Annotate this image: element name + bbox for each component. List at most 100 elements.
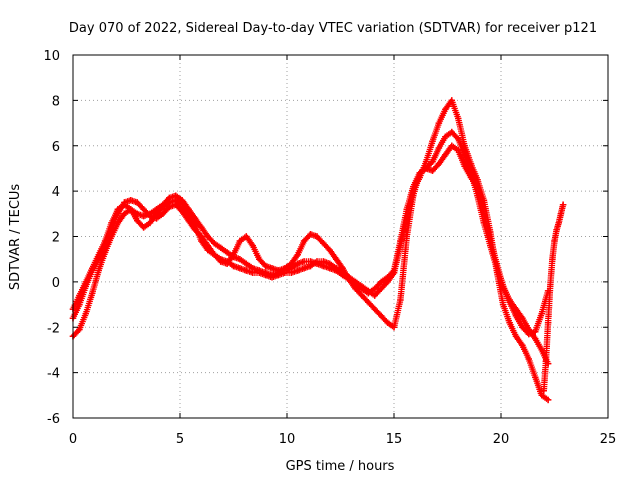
data-point [294,251,301,258]
data-point [397,242,404,249]
data-point [390,269,398,276]
data-point [236,237,244,245]
data-point [397,296,404,304]
data-point [429,138,436,145]
data-point [333,256,340,263]
data-point [134,199,141,206]
data-point [294,260,301,267]
data-point [134,217,141,224]
data-point [172,197,179,204]
x-tick-label: 5 [176,432,184,447]
data-point [281,269,289,276]
data-point [236,256,244,263]
data-point [114,206,122,213]
data-point [121,201,128,208]
series-trace [72,131,549,365]
data-point [555,219,562,227]
data-point [300,258,308,265]
data-point [474,176,481,183]
data-point [345,274,353,281]
data-point [262,271,269,279]
data-point [140,212,147,220]
data-point [532,335,539,342]
data-point [448,128,455,136]
data-point [108,219,115,227]
chart-title: Day 070 of 2022, Sidereal Day-to-day VTE… [69,21,597,36]
data-point [185,210,192,217]
data-point [217,256,224,263]
y-tick-label: 10 [43,49,60,64]
data-point [410,187,417,195]
series-track-b [69,142,552,338]
data-point [442,133,449,140]
data-point [140,224,147,231]
data-point [101,237,109,245]
data-point [358,283,366,290]
data-point [429,158,436,165]
data-point [326,260,333,267]
data-point [532,328,539,335]
data-point [559,201,567,208]
data-point [371,292,378,299]
data-point [525,330,532,338]
data-point [140,206,147,213]
data-point [553,226,560,233]
x-tick-label: 25 [600,432,617,447]
data-point [153,210,160,217]
data-point [461,142,468,149]
data-point [551,237,558,245]
data-point [82,310,89,317]
data-point [230,251,237,258]
data-point [223,258,231,265]
data-point [300,265,308,272]
data-point [403,233,410,240]
data-point [204,246,211,254]
data-point [198,237,205,245]
x-tick-label: 20 [493,432,510,447]
series-markers [69,128,552,367]
data-point [300,237,308,245]
x-tick-label: 15 [386,432,403,447]
data-point [249,242,256,249]
data-point [538,392,545,399]
series-track-c [69,97,552,404]
y-tick-label: -6 [47,412,60,427]
data-point [544,396,552,404]
data-point [542,358,550,365]
data-point [288,269,295,276]
data-point [519,315,526,322]
data-point [487,228,494,236]
data-point [121,210,128,217]
data-point [352,285,359,292]
data-point [159,210,167,217]
series-track-a [69,128,552,367]
data-point [307,262,314,270]
data-point [365,299,372,306]
data-point [211,240,218,247]
y-tick-label: 6 [52,140,60,155]
data-point [519,324,526,331]
data-point [435,144,443,152]
data-point [365,287,372,295]
data-point [378,312,385,320]
data-point [493,267,500,274]
data-point [275,271,282,279]
data-point [512,312,520,320]
y-tick-label: -4 [47,367,60,382]
data-point [217,244,224,251]
data-point [95,267,102,274]
data-point [384,319,391,326]
data-point [429,167,436,174]
data-point [547,283,554,290]
data-point [538,310,545,317]
data-point [461,163,468,170]
data-point [506,299,513,306]
data-point [95,251,102,258]
x-tick-label: 10 [279,432,296,447]
data-point [268,265,276,272]
data-point [448,97,455,104]
data-point [455,115,462,122]
data-point [236,265,244,272]
y-tick-label: 4 [52,185,60,200]
grid [73,55,608,418]
